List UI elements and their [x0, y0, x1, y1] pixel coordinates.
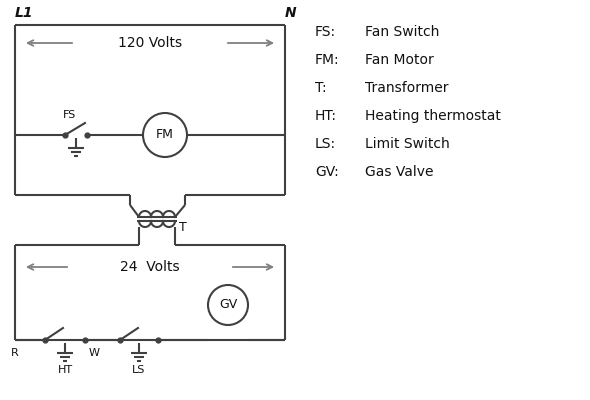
- Text: T: T: [179, 221, 187, 234]
- Text: LS: LS: [132, 365, 146, 375]
- Text: LS:: LS:: [315, 137, 336, 151]
- Text: FS: FS: [63, 110, 76, 120]
- Text: FM: FM: [156, 128, 174, 142]
- Text: HT: HT: [57, 365, 73, 375]
- Text: L1: L1: [15, 6, 34, 20]
- Text: Limit Switch: Limit Switch: [365, 137, 450, 151]
- Text: 24  Volts: 24 Volts: [120, 260, 180, 274]
- Text: 120 Volts: 120 Volts: [118, 36, 182, 50]
- Text: GV: GV: [219, 298, 237, 312]
- Text: FS:: FS:: [315, 25, 336, 39]
- Text: Heating thermostat: Heating thermostat: [365, 109, 501, 123]
- Text: N: N: [285, 6, 297, 20]
- Text: Fan Motor: Fan Motor: [365, 53, 434, 67]
- Text: T:: T:: [315, 81, 327, 95]
- Text: FM:: FM:: [315, 53, 340, 67]
- Text: GV:: GV:: [315, 165, 339, 179]
- Text: HT:: HT:: [315, 109, 337, 123]
- Text: Fan Switch: Fan Switch: [365, 25, 440, 39]
- Text: W: W: [89, 348, 100, 358]
- Text: R: R: [11, 348, 19, 358]
- Text: Gas Valve: Gas Valve: [365, 165, 434, 179]
- Text: Transformer: Transformer: [365, 81, 448, 95]
